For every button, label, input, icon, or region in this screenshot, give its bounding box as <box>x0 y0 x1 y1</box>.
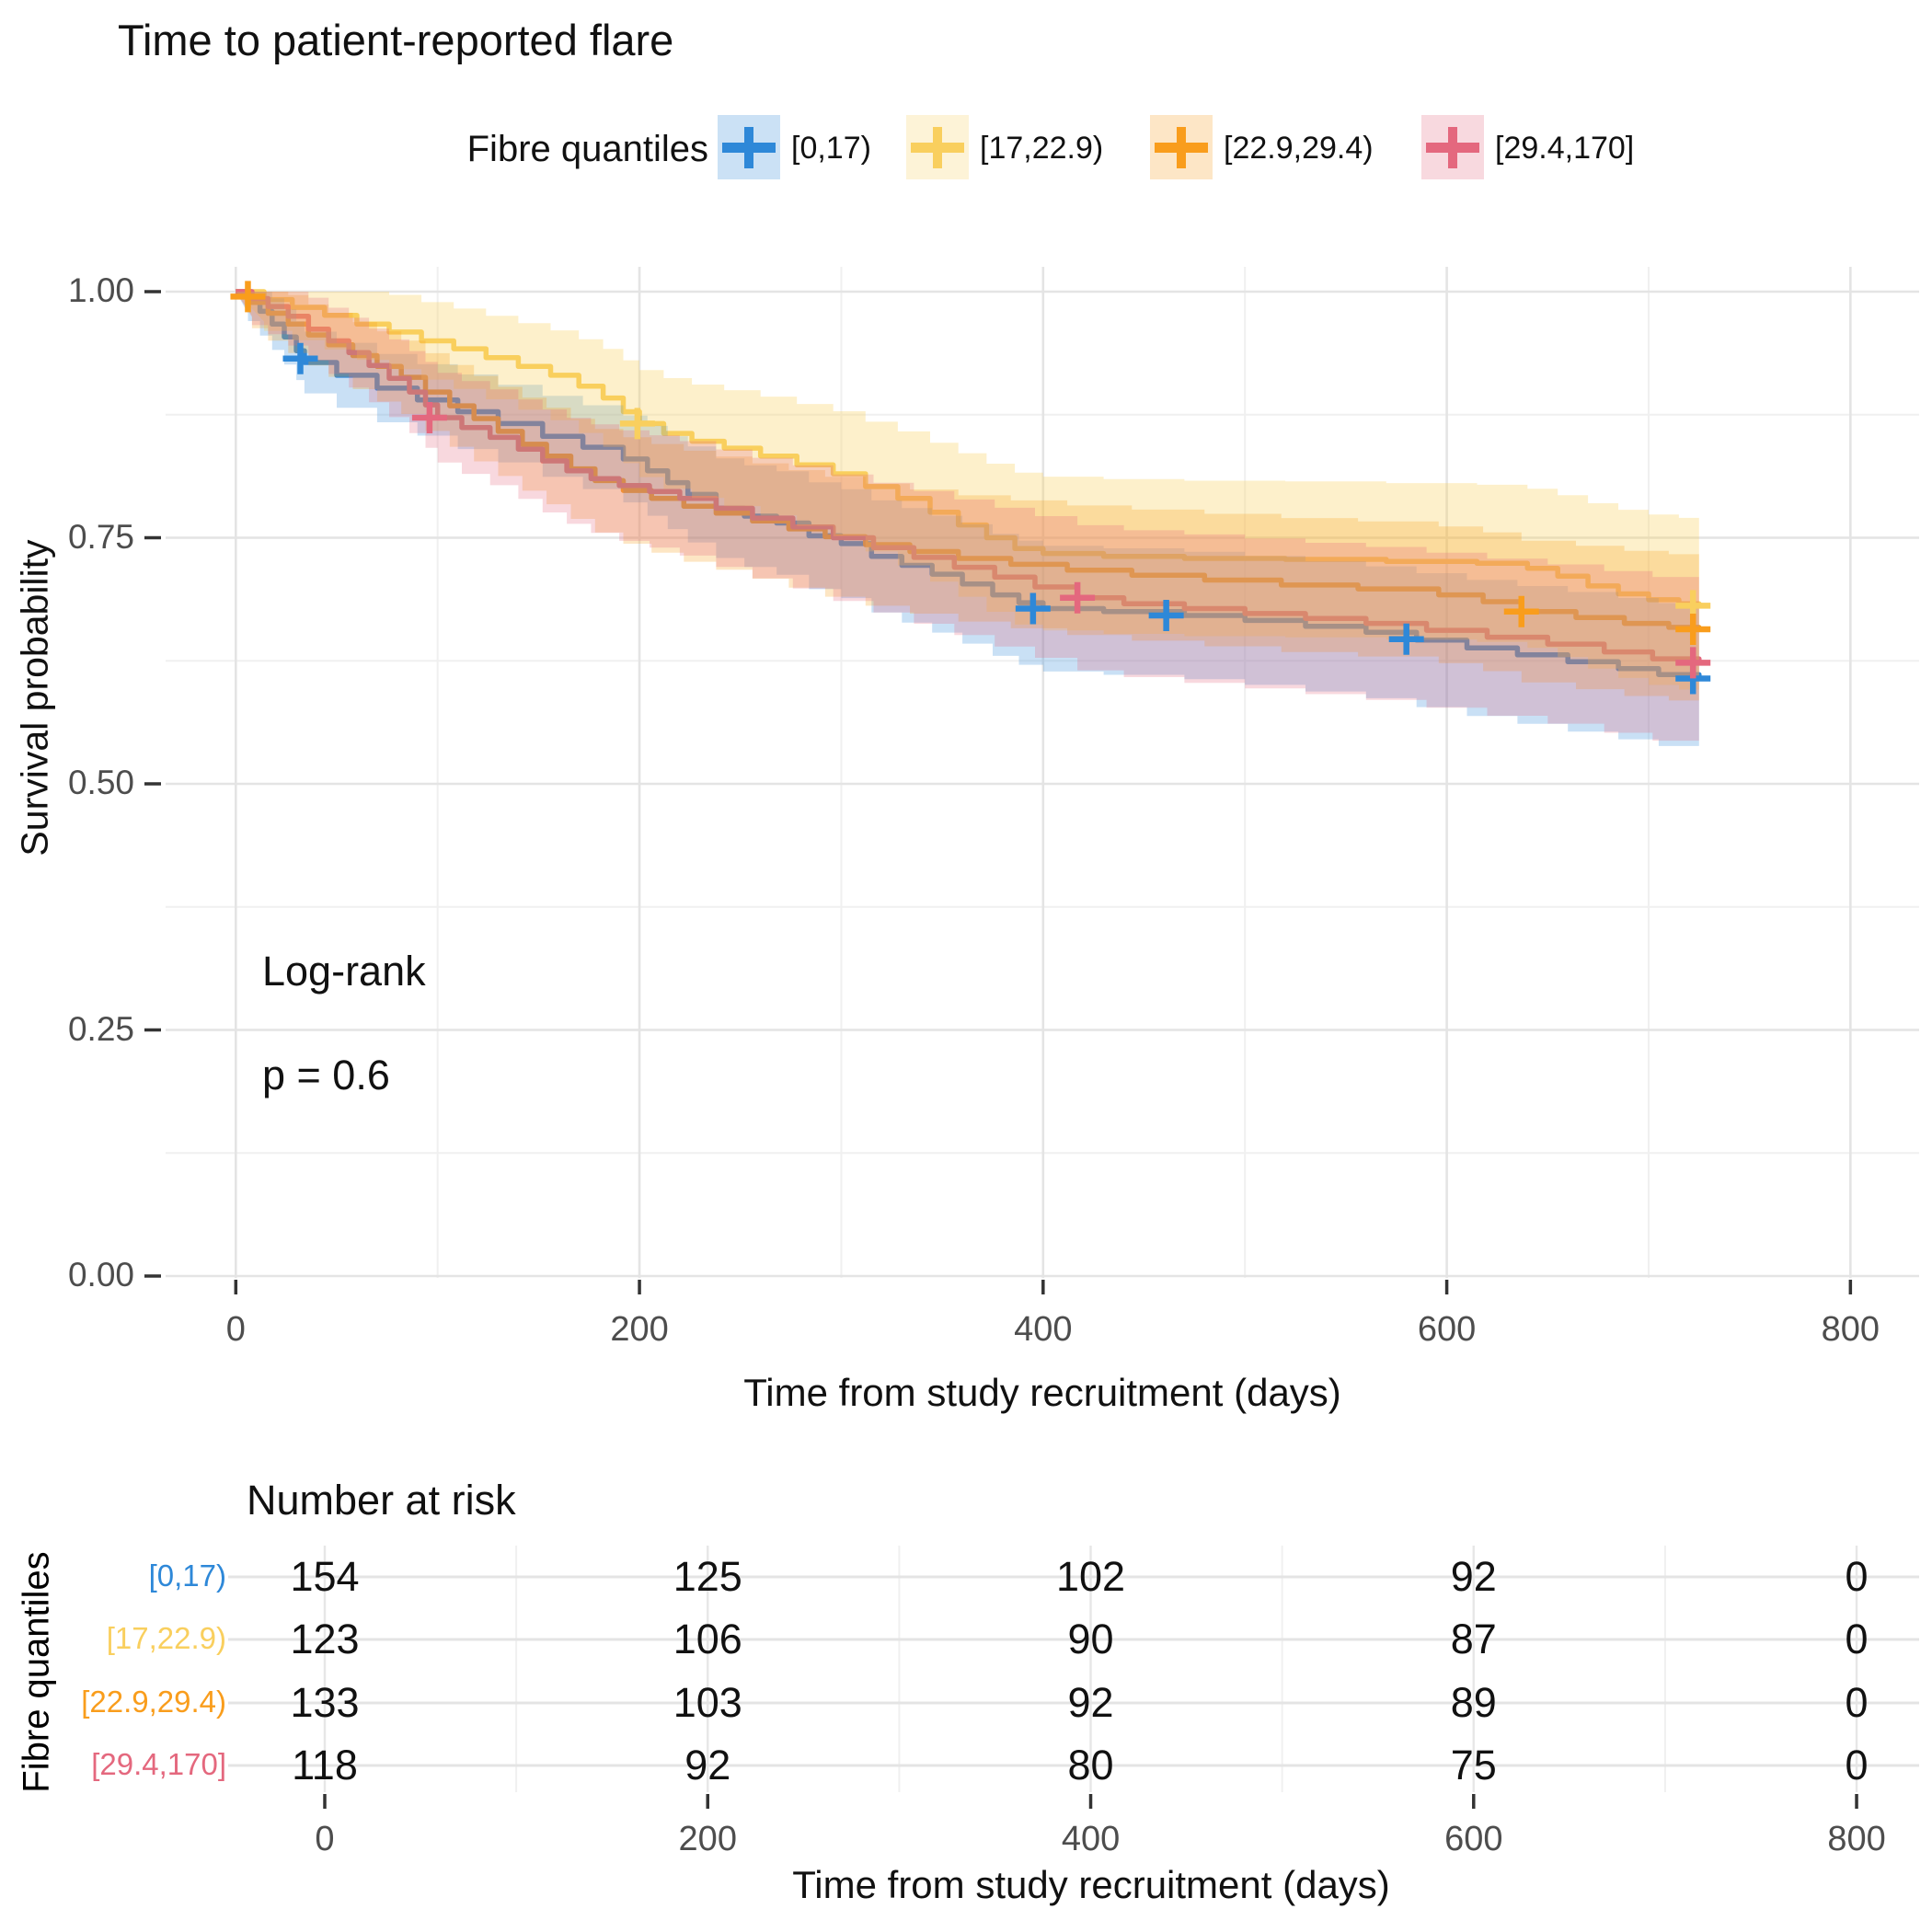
risk-count-[17,22.9)-t800: 0 <box>1845 1616 1869 1662</box>
censor-mark-[0,17) <box>1388 623 1424 655</box>
risk-x-tick-label-200: 200 <box>678 1820 737 1858</box>
risk-group-label-[17,22.9): [17,22.9) <box>106 1621 226 1655</box>
x-axis-title: Time from study recruitment (days) <box>743 1371 1341 1414</box>
logrank-label: Log-rank <box>262 948 426 995</box>
legend-key-[29.4,170] <box>1421 115 1484 179</box>
risk-x-axis-title: Time from study recruitment (days) <box>792 1863 1390 1906</box>
km-curve-[0,17) <box>236 289 1702 679</box>
censor-mark-[17,22.9) <box>619 408 655 440</box>
censor-mark-[0,17) <box>282 342 318 374</box>
censor-mark-[22.9,29.4) <box>230 281 266 313</box>
ci-band-[29.4,170] <box>236 292 1699 745</box>
risk-x-tick-label-600: 600 <box>1444 1820 1503 1858</box>
y-tick-label-0.00: 0.00 <box>67 1256 134 1294</box>
legend-label-[29.4,170]: [29.4,170] <box>1495 131 1635 166</box>
ci-band-[22.9,29.4) <box>236 292 1699 703</box>
legend-plus-icon <box>744 127 753 168</box>
risk-count-[29.4,170]-t400: 80 <box>1067 1742 1114 1788</box>
risk-count-[22.9,29.4)-t0: 133 <box>290 1679 360 1726</box>
risk-count-[22.9,29.4)-t400: 92 <box>1067 1679 1114 1726</box>
y-axis-title: Survival probability <box>13 539 56 857</box>
legend-label-[0,17): [0,17) <box>791 131 871 166</box>
risk-count-[17,22.9)-t400: 90 <box>1067 1616 1114 1662</box>
pvalue-label: p = 0.6 <box>262 1052 390 1098</box>
risk-x-tick-label-400: 400 <box>1061 1820 1121 1858</box>
legend-plus-icon <box>1177 127 1186 168</box>
risk-x-tick-label-0: 0 <box>315 1820 335 1858</box>
risk-table-axis-label: Fibre quantiles <box>16 1551 57 1793</box>
censor-mark-[22.9,29.4) <box>1503 595 1539 627</box>
x-tick-label-400: 400 <box>1014 1310 1073 1349</box>
legend-title: Fibre quantiles <box>466 129 708 169</box>
risk-group-label-[22.9,29.4): [22.9,29.4) <box>81 1685 226 1719</box>
legend-key-[22.9,29.4) <box>1150 115 1213 179</box>
risk-count-[29.4,170]-t600: 75 <box>1450 1742 1497 1788</box>
risk-count-[29.4,170]-t200: 92 <box>684 1742 731 1788</box>
km-curve-[29.4,170] <box>236 289 1702 663</box>
censor-mark-[29.4,170] <box>1060 581 1096 614</box>
risk-count-[0,17)-t0: 154 <box>290 1553 360 1600</box>
legend-label-[17,22.9): [17,22.9) <box>980 131 1104 166</box>
y-tick-label-0.75: 0.75 <box>67 517 134 556</box>
risk-count-[0,17)-t400: 102 <box>1055 1553 1126 1600</box>
risk-count-[22.9,29.4)-t600: 89 <box>1450 1679 1497 1726</box>
x-tick-label-800: 800 <box>1821 1310 1880 1349</box>
risk-table-title: Number at risk <box>247 1477 516 1524</box>
legend-plus-icon <box>933 127 942 168</box>
x-tick-label-0: 0 <box>225 1310 246 1349</box>
legend-key-[0,17) <box>718 115 780 179</box>
km-curve-[17,22.9) <box>236 289 1702 606</box>
censor-mark-[22.9,29.4) <box>1675 614 1711 646</box>
y-tick-label-1.00: 1.00 <box>67 271 134 309</box>
risk-count-[0,17)-t200: 125 <box>673 1553 742 1600</box>
risk-count-[0,17)-t800: 0 <box>1845 1553 1869 1600</box>
legend-plus-icon <box>1448 127 1457 168</box>
ci-band-[0,17) <box>236 292 1699 751</box>
x-tick-label-200: 200 <box>610 1310 669 1349</box>
x-tick-label-600: 600 <box>1417 1310 1477 1349</box>
risk-count-[22.9,29.4)-t200: 103 <box>673 1679 742 1726</box>
risk-count-[17,22.9)-t600: 87 <box>1450 1616 1497 1662</box>
censor-mark-[29.4,170] <box>411 401 447 433</box>
risk-count-[17,22.9)-t0: 123 <box>290 1616 360 1662</box>
risk-group-label-[0,17): [0,17) <box>148 1558 226 1593</box>
risk-count-[17,22.9)-t200: 106 <box>673 1616 742 1662</box>
legend-key-[17,22.9) <box>906 115 969 179</box>
y-tick-label-0.25: 0.25 <box>67 1009 134 1048</box>
censor-mark-[0,17) <box>1015 592 1051 625</box>
censor-mark-[0,17) <box>1148 600 1184 632</box>
risk-x-tick-label-800: 800 <box>1827 1820 1886 1858</box>
risk-group-label-[29.4,170]: [29.4,170] <box>91 1747 226 1781</box>
risk-count-[0,17)-t600: 92 <box>1450 1553 1497 1600</box>
legend-label-[22.9,29.4): [22.9,29.4) <box>1224 131 1374 166</box>
censor-mark-[29.4,170] <box>1675 647 1711 679</box>
risk-count-[22.9,29.4)-t800: 0 <box>1845 1679 1869 1726</box>
ci-band-[17,22.9) <box>236 292 1699 692</box>
plot-title: Time to patient-reported flare <box>118 16 674 64</box>
y-tick-label-0.50: 0.50 <box>67 764 134 801</box>
risk-count-[29.4,170]-t800: 0 <box>1845 1742 1869 1788</box>
risk-count-[29.4,170]-t0: 118 <box>292 1742 358 1788</box>
